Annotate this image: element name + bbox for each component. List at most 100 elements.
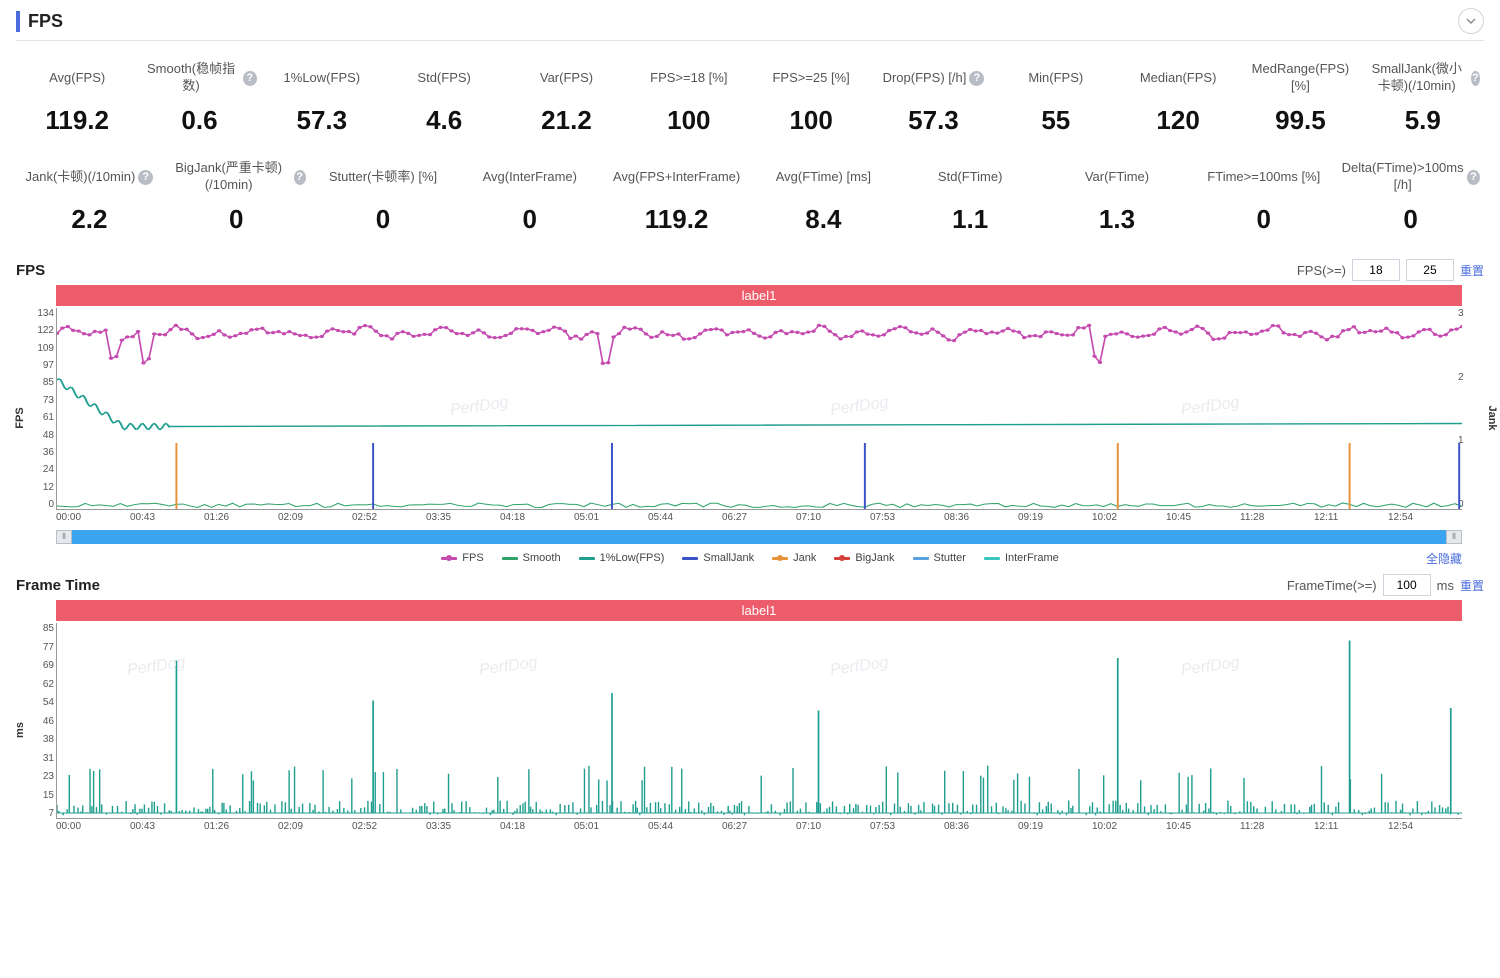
fps-label-bar: label1 (56, 285, 1462, 306)
fps-range-slider[interactable]: ⦀ ⦀ (56, 530, 1462, 544)
metric-label: Avg(FPS) (20, 61, 134, 95)
ftime-svg (57, 623, 1462, 818)
legend-swatch (913, 557, 929, 560)
metric-label: FTime>=100ms [%] (1194, 160, 1333, 194)
ftime-chart-block: Frame Time FrameTime(>=) ms 重置 label1 ms… (16, 574, 1484, 837)
legend-swatch (579, 557, 595, 560)
legend-item[interactable]: Jank (772, 552, 816, 564)
metric-value: 4.6 (387, 105, 501, 136)
metrics-row-2: Jank(卡顿)(/10min)?2.2BigJank(严重卡顿)(/10min… (16, 154, 1484, 253)
metric-label: FPS>=25 [%] (754, 61, 868, 95)
metric-card: Var(FTime)1.3 (1044, 154, 1191, 253)
metric-card: Jank(卡顿)(/10min)?2.2 (16, 154, 163, 253)
legend-label: Smooth (523, 552, 561, 564)
legend-swatch (984, 557, 1000, 560)
range-handle-right[interactable]: ⦀ (1446, 530, 1462, 544)
metric-label: Median(FPS) (1121, 61, 1235, 95)
fps-x-ticks: 00:0000:4301:2602:0902:5203:3504:1805:01… (56, 512, 1462, 528)
metric-value: 0 (1194, 204, 1333, 235)
metric-label: Stutter(卡顿率) [%] (314, 160, 453, 194)
fps-chart-area: FPS Jank 13412210997857361483624120 3210… (56, 308, 1462, 528)
help-icon[interactable]: ? (294, 170, 306, 185)
metric-label: Min(FPS) (999, 61, 1113, 95)
fps-svg (57, 308, 1462, 509)
legend-swatch (441, 557, 457, 560)
help-icon[interactable]: ? (243, 71, 257, 86)
metric-card: Stutter(卡顿率) [%] 0 (310, 154, 457, 253)
metric-value: 0 (167, 204, 306, 235)
fps-plot[interactable]: PerfDog PerfDog PerfDog (56, 308, 1462, 510)
legend-label: SmallJank (703, 552, 754, 564)
metric-card: Drop(FPS) [/h]?57.3 (872, 55, 994, 154)
metric-value: 120 (1121, 105, 1235, 136)
fps-threshold-input-2[interactable] (1406, 259, 1454, 281)
metric-value: 0 (1341, 204, 1480, 235)
range-handle-left[interactable]: ⦀ (56, 530, 72, 544)
legend-item[interactable]: FPS (441, 552, 483, 564)
help-icon[interactable]: ? (1467, 170, 1480, 185)
legend-label: Stutter (934, 552, 966, 564)
metric-value: 0 (314, 204, 453, 235)
ftime-threshold-input[interactable] (1383, 574, 1431, 596)
fps-threshold-input-1[interactable] (1352, 259, 1400, 281)
metric-card: Var(FPS)21.2 (505, 55, 627, 154)
ftime-x-ticks: 00:0000:4301:2602:0902:5203:3504:1805:01… (56, 821, 1462, 837)
fps-threshold-label: FPS(>=) (1297, 263, 1346, 278)
metric-label: Std(FPS) (387, 61, 501, 95)
hide-all-button[interactable]: 全隐藏 (1426, 550, 1462, 567)
metric-value: 57.3 (876, 105, 990, 136)
legend-item[interactable]: Stutter (913, 552, 966, 564)
section-header: FPS (16, 8, 1484, 41)
legend-swatch (834, 557, 850, 560)
metric-value: 1.1 (901, 204, 1040, 235)
metric-card: Delta(FTime)>100ms [/h]?0 (1337, 154, 1484, 253)
metric-card: Avg(FTime) [ms]8.4 (750, 154, 897, 253)
metric-value: 119.2 (20, 105, 134, 136)
metric-label: SmallJank(微小卡顿)(/10min)? (1366, 61, 1480, 95)
legend-item[interactable]: SmallJank (682, 552, 754, 564)
help-icon[interactable]: ? (1471, 71, 1480, 86)
fps-y-label-right: Jank (1486, 405, 1498, 430)
metric-label: MedRange(FPS)[%] (1243, 61, 1357, 95)
legend-swatch (682, 557, 698, 560)
ftime-threshold-controls: FrameTime(>=) ms 重置 (1287, 574, 1484, 596)
metric-label: Std(FTime) (901, 160, 1040, 194)
metric-value: 0 (460, 204, 599, 235)
metric-value: 119.2 (607, 204, 746, 235)
metric-card: Std(FPS) 4.6 (383, 55, 505, 154)
metric-card: Median(FPS) 120 (1117, 55, 1239, 154)
metric-label: Var(FTime) (1048, 160, 1187, 194)
metrics-row-1: Avg(FPS)119.2Smooth(稳帧指数)?0.61%Low(FPS)5… (16, 55, 1484, 154)
section-dropdown-button[interactable] (1458, 8, 1484, 34)
metric-label: Avg(InterFrame) (460, 160, 599, 194)
ftime-label-bar: label1 (56, 600, 1462, 621)
fps-reset-button[interactable]: 重置 (1460, 262, 1484, 279)
fps-y-ticks-left: 13412210997857361483624120 (28, 308, 54, 510)
metric-value: 5.9 (1366, 105, 1480, 136)
metric-value: 8.4 (754, 204, 893, 235)
ftime-plot[interactable]: PerfDog PerfDog PerfDog PerfDog (56, 623, 1462, 819)
metric-card: FPS>=25 [%]100 (750, 55, 872, 154)
fps-chart-block: FPS FPS(>=) 重置 label1 FPS Jank 134122109… (16, 259, 1484, 568)
metric-card: Std(FTime) 1.1 (897, 154, 1044, 253)
metric-card: BigJank(严重卡顿)(/10min)?0 (163, 154, 310, 253)
ftime-chart-area: ms 857769625446383123157 PerfDog PerfDog… (56, 623, 1462, 837)
legend-item[interactable]: InterFrame (984, 552, 1059, 564)
metric-card: FTime>=100ms [%] 0 (1190, 154, 1337, 253)
legend-swatch (772, 557, 788, 560)
metric-card: SmallJank(微小卡顿)(/10min)? 5.9 (1362, 55, 1484, 154)
metric-card: MedRange(FPS)[%]99.5 (1239, 55, 1361, 154)
ftime-y-ticks-left: 857769625446383123157 (28, 623, 54, 819)
metric-value: 2.2 (20, 204, 159, 235)
help-icon[interactable]: ? (969, 71, 984, 86)
metric-value: 57.3 (265, 105, 379, 136)
metric-value: 0.6 (142, 105, 256, 136)
legend-label: InterFrame (1005, 552, 1059, 564)
metric-card: FPS>=18 [%]100 (628, 55, 750, 154)
ftime-reset-button[interactable]: 重置 (1460, 577, 1484, 594)
legend-item[interactable]: BigJank (834, 552, 894, 564)
fps-threshold-controls: FPS(>=) 重置 (1297, 259, 1484, 281)
legend-item[interactable]: Smooth (502, 552, 561, 564)
legend-item[interactable]: 1%Low(FPS) (579, 552, 665, 564)
help-icon[interactable]: ? (138, 170, 153, 185)
